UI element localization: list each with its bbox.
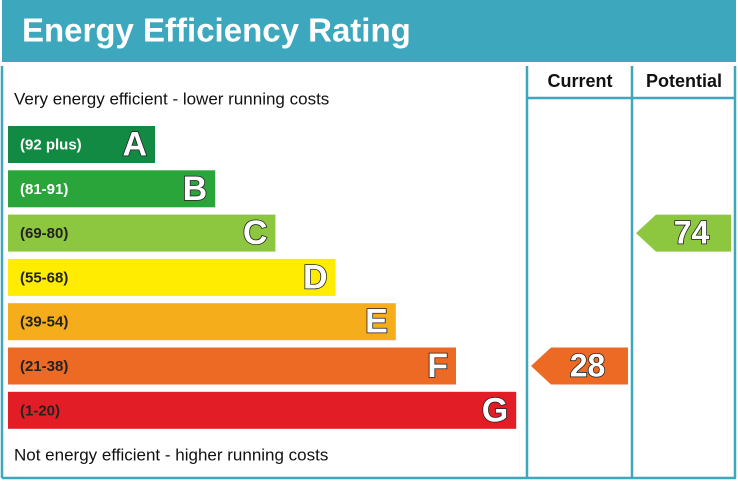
rating-value: 28 [570,347,606,383]
rating-arrow [531,347,628,385]
column-header: Current [547,71,612,91]
band-letter: D [303,258,328,296]
band-bar [8,214,276,252]
band-range: (69-80) [20,225,68,242]
frame [0,66,737,480]
title-bar [2,0,736,62]
band-letter: G [482,391,508,429]
band-range: (55-68) [20,269,68,286]
band-bar [8,170,216,208]
band-letter: F [427,347,448,385]
band-bar [8,126,155,163]
title: Energy Efficiency Rating [22,12,411,49]
band-letter: C [243,214,268,252]
band-letter: A [122,125,147,163]
band-letter: B [183,170,208,208]
band-bar [8,258,336,296]
column-header: Potential [646,71,722,91]
rating-arrow [636,214,731,252]
band-range: (81-91) [20,181,68,198]
band-range: (39-54) [20,314,68,331]
band-range: (21-38) [20,358,68,375]
band-range: (92 plus) [20,136,82,153]
band-bar [8,303,396,341]
band-bar [8,347,456,385]
band-range: (1-20) [20,402,60,419]
rating-value: 74 [674,215,710,251]
band-letter: E [365,303,388,341]
bottom-note: Not energy efficient - higher running co… [14,445,328,464]
band-bar [8,391,517,429]
top-note: Very energy efficient - lower running co… [14,89,329,108]
